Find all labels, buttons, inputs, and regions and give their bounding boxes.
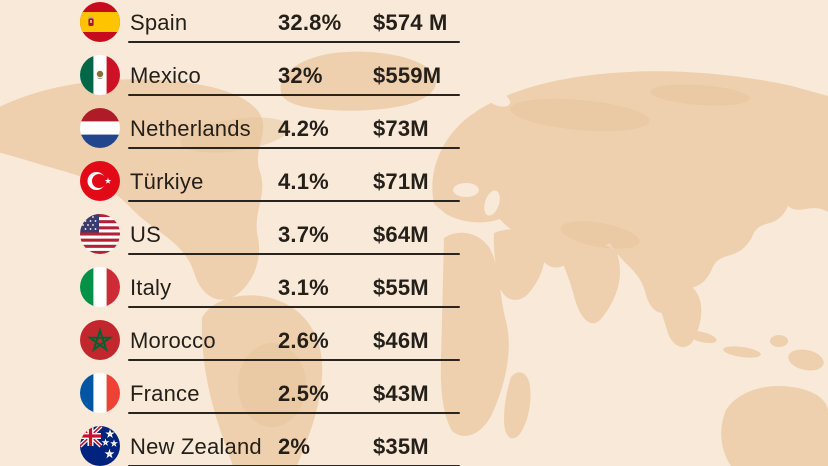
flag-mexico-icon (80, 55, 120, 95)
row-divider (128, 94, 460, 96)
amount-value: $55M (373, 274, 429, 300)
share-percent: 3.7% (278, 221, 329, 247)
share-percent: 4.1% (278, 168, 329, 194)
country-name: Mexico (130, 62, 201, 88)
country-name: New Zealand (130, 433, 262, 459)
map-caspian-sea (484, 190, 500, 216)
flag-us-icon (80, 214, 120, 254)
row-divider (128, 147, 460, 149)
country-name: US (130, 221, 161, 247)
share-percent: 2.6% (278, 327, 329, 353)
table-row: Spain 32.8% $574 M (80, 0, 462, 49)
country-name: Morocco (130, 327, 216, 353)
flag-turkiye-icon (80, 161, 120, 201)
map-baltic-sea (460, 103, 480, 117)
row-divider (128, 253, 460, 255)
share-percent: 2.5% (278, 380, 329, 406)
map-terrain-shade (180, 117, 290, 153)
table-row: US 3.7% $64M (80, 208, 462, 261)
amount-value: $35M (373, 433, 429, 459)
flag-italy-icon (80, 267, 120, 307)
map-indonesia (687, 330, 717, 344)
map-terrain-shade (560, 221, 640, 249)
row-divider (128, 41, 460, 43)
flag-france-icon (80, 373, 120, 413)
share-percent: 4.2% (278, 115, 329, 141)
amount-value: $43M (373, 380, 429, 406)
map-japan (771, 154, 783, 170)
table-row: France 2.5% $43M (80, 367, 462, 420)
amount-value: $64M (373, 221, 429, 247)
country-name: Netherlands (130, 115, 251, 141)
share-percent: 32.8% (278, 9, 342, 35)
table-row: New Zealand 2% $35M (80, 420, 462, 466)
row-divider (128, 412, 460, 414)
map-australia (721, 385, 828, 466)
map-new-guinea (788, 349, 824, 371)
table-row: Mexico 32% $559M (80, 49, 462, 102)
map-indonesia (770, 335, 788, 347)
map-japan (781, 127, 797, 153)
country-ranking-table: Spain 32.8% $574 M Mexico 32% $559M (80, 0, 462, 466)
map-black-sea (453, 183, 479, 197)
share-percent: 3.1% (278, 274, 329, 300)
table-row: Türkiye 4.1% $71M (80, 155, 462, 208)
map-indonesia (723, 346, 761, 358)
row-divider (128, 306, 460, 308)
map-se-asia (652, 277, 702, 348)
row-divider (128, 359, 460, 361)
map-terrain-shade (650, 84, 750, 106)
map-terrain-shade (238, 343, 306, 427)
row-divider (128, 200, 460, 202)
map-east-africa (440, 232, 509, 436)
flag-morocco-icon (80, 320, 120, 360)
map-india (558, 241, 621, 324)
map-madagascar (504, 372, 531, 439)
amount-value: $559M (373, 62, 442, 88)
map-terrain-shade (510, 98, 650, 132)
amount-value: $73M (373, 115, 429, 141)
share-percent: 2% (278, 433, 311, 459)
flag-new-zealand-icon (80, 426, 120, 466)
flag-netherlands-icon (80, 108, 120, 148)
table-row: Italy 3.1% $55M (80, 261, 462, 314)
table-row: Netherlands 4.2% $73M (80, 102, 462, 155)
table-row: Morocco 2.6% $46M (80, 314, 462, 367)
flag-spain-icon (80, 2, 120, 42)
country-name: France (130, 380, 200, 406)
share-percent: 32% (278, 62, 323, 88)
map-eurasia (432, 71, 828, 313)
country-name: Spain (130, 9, 188, 35)
country-name: Türkiye (130, 168, 204, 194)
amount-value: $574 M (373, 9, 448, 35)
amount-value: $71M (373, 168, 429, 194)
map-white-sea (483, 89, 511, 107)
country-name: Italy (130, 274, 172, 300)
map-arabia (493, 229, 546, 300)
amount-value: $46M (373, 327, 429, 353)
